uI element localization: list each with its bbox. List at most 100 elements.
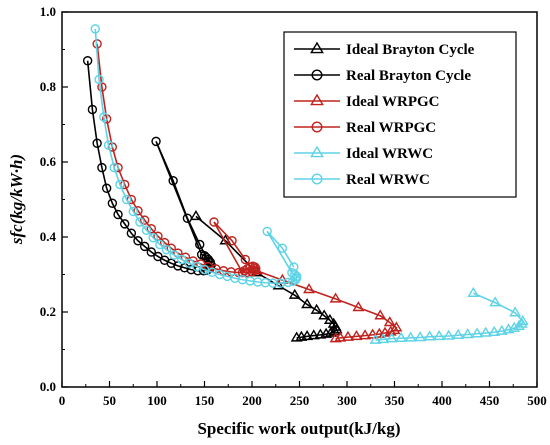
data-point bbox=[369, 333, 382, 344]
data-point bbox=[141, 225, 152, 235]
data-point bbox=[101, 183, 112, 193]
data-point bbox=[414, 331, 427, 342]
data-point bbox=[329, 292, 342, 303]
y-tick-label: 0.8 bbox=[40, 79, 57, 94]
data-point bbox=[301, 330, 314, 341]
data-point bbox=[97, 162, 107, 173]
data-point bbox=[488, 325, 501, 336]
data-point bbox=[373, 327, 386, 338]
data-point bbox=[359, 329, 372, 340]
x-tick-label: 400 bbox=[432, 393, 452, 408]
data-point bbox=[379, 326, 391, 337]
data-point bbox=[366, 328, 379, 339]
data-point bbox=[87, 104, 98, 115]
data-point bbox=[92, 138, 102, 148]
data-point bbox=[128, 206, 138, 217]
data-point bbox=[139, 215, 150, 225]
data-point bbox=[135, 217, 145, 227]
data-point bbox=[383, 316, 396, 327]
x-tick-label: 350 bbox=[385, 393, 405, 408]
legend-swatch-marker bbox=[311, 69, 323, 81]
data-point bbox=[146, 247, 157, 257]
data-point bbox=[262, 226, 272, 237]
series-3 bbox=[92, 39, 261, 278]
data-point bbox=[133, 236, 143, 246]
data-point bbox=[113, 209, 123, 220]
data-point bbox=[467, 286, 480, 297]
series-2 bbox=[250, 264, 403, 343]
legend-label: Ideal WRWC bbox=[346, 146, 433, 162]
data-point bbox=[461, 328, 474, 339]
data-point bbox=[107, 198, 118, 208]
y-tick-label: 0.0 bbox=[40, 379, 56, 394]
data-point bbox=[209, 217, 219, 227]
data-point bbox=[374, 309, 387, 320]
data-point bbox=[115, 179, 125, 190]
data-point bbox=[290, 331, 303, 342]
data-point bbox=[289, 262, 299, 272]
legend-label: Real Brayton Cycle bbox=[346, 68, 471, 84]
legend-swatch-marker bbox=[310, 41, 324, 54]
data-point bbox=[161, 245, 172, 255]
data-point bbox=[189, 210, 202, 221]
data-point bbox=[479, 326, 492, 337]
y-tick-label: 1.0 bbox=[40, 4, 56, 19]
data-point bbox=[277, 243, 288, 253]
x-tick-label: 0 bbox=[59, 393, 66, 408]
x-tick-label: 500 bbox=[527, 393, 547, 408]
x-tick-label: 100 bbox=[147, 393, 167, 408]
data-point bbox=[512, 319, 525, 330]
data-point bbox=[452, 328, 465, 339]
data-point bbox=[320, 327, 333, 338]
y-tick-label: 0.6 bbox=[40, 154, 57, 169]
data-point bbox=[301, 298, 314, 309]
data-point bbox=[303, 283, 315, 294]
data-point bbox=[350, 330, 363, 341]
data-point bbox=[126, 228, 137, 238]
series-4 bbox=[369, 286, 529, 344]
data-point bbox=[442, 329, 455, 340]
data-point bbox=[314, 328, 327, 339]
data-point bbox=[239, 266, 250, 276]
data-point bbox=[352, 301, 365, 312]
x-axis-title: Specific work output(kJ/kg) bbox=[197, 419, 400, 438]
data-point bbox=[151, 136, 161, 147]
axis-ticks: 0 50 100 150 200 250 300 350 400 450 500 0.0 0.2 0.4 0… bbox=[40, 4, 547, 408]
data-point bbox=[489, 296, 502, 307]
data-point bbox=[423, 330, 436, 341]
data-point bbox=[433, 330, 446, 341]
data-point bbox=[169, 250, 179, 260]
x-tick-label: 250 bbox=[290, 393, 310, 408]
series-layer bbox=[82, 24, 529, 344]
y-axis-title: sfc(kg/kW·h) bbox=[7, 154, 26, 245]
data-point bbox=[471, 327, 484, 338]
legend-label: Real WRPGC bbox=[346, 120, 436, 136]
data-point bbox=[310, 303, 323, 314]
data-point bbox=[240, 254, 251, 265]
data-point bbox=[121, 194, 132, 205]
data-point bbox=[508, 321, 521, 332]
data-point bbox=[168, 176, 178, 186]
data-point bbox=[133, 206, 143, 216]
legend-swatch-marker bbox=[311, 173, 323, 185]
data-point bbox=[329, 332, 342, 343]
data-point bbox=[341, 330, 354, 341]
legend: Ideal Brayton Cycle Real Brayton Cycle Ide… bbox=[283, 31, 517, 198]
data-point bbox=[377, 333, 390, 344]
data-point bbox=[502, 323, 515, 334]
data-point bbox=[90, 24, 100, 34]
data-point bbox=[99, 112, 109, 122]
data-point bbox=[288, 288, 301, 299]
legend-swatch-marker bbox=[311, 121, 323, 133]
data-point bbox=[196, 249, 207, 260]
data-point bbox=[227, 236, 237, 246]
data-point bbox=[237, 267, 248, 278]
data-point bbox=[195, 239, 205, 250]
data-point bbox=[146, 224, 157, 234]
legend-label: Real WRWC bbox=[346, 172, 430, 188]
data-point bbox=[109, 162, 119, 173]
x-tick-label: 50 bbox=[103, 393, 116, 408]
legend-label: Ideal Brayton Cycle bbox=[346, 42, 475, 58]
x-tick-label: 150 bbox=[195, 393, 215, 408]
